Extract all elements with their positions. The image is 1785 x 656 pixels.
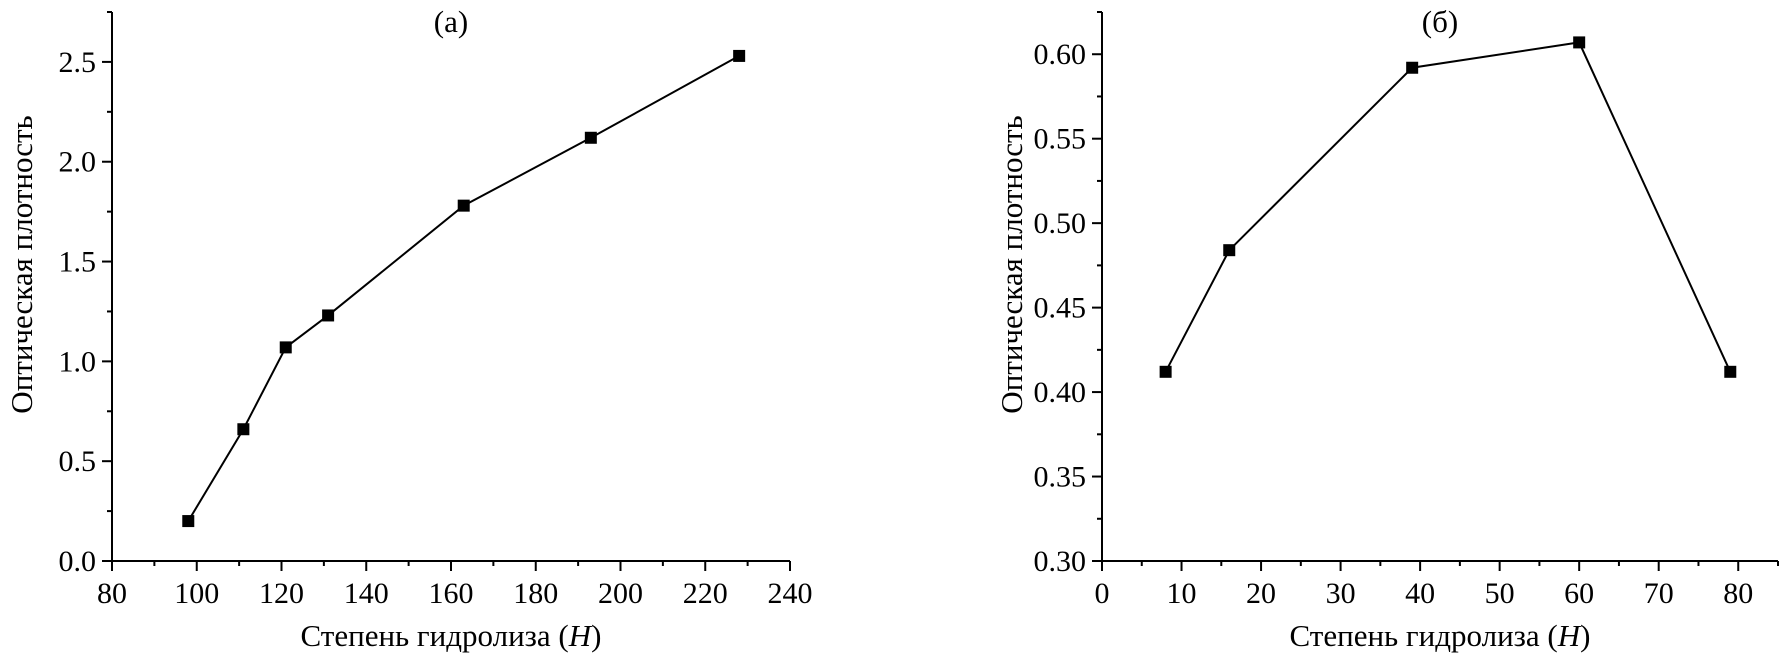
x-tick-label: 10	[1167, 577, 1197, 610]
data-point-marker	[457, 199, 470, 212]
data-point-marker	[584, 131, 597, 144]
y-tick-label: 0.5	[59, 445, 97, 478]
y-tick-label: 0.50	[1034, 207, 1087, 240]
data-point-marker	[1159, 365, 1172, 378]
y-tick-label: 2.0	[59, 146, 97, 179]
chart-panel-b: 0 10 20 30 40 50 60 70 80 0.30 0.35 0.40 0.45 0.50 0.5…	[994, 4, 1779, 653]
x-tick-label: 100	[174, 577, 219, 610]
data-point-marker	[1223, 244, 1236, 257]
x-tick-label: 220	[683, 577, 728, 610]
x-tick-label: 180	[513, 577, 558, 610]
y-tick-label: 0.30	[1034, 545, 1087, 578]
y-tick-label: 0.55	[1034, 123, 1087, 156]
x-tick-label: 120	[259, 577, 304, 610]
y-tick-label: 1.0	[59, 345, 97, 378]
y-tick-label: 0.40	[1034, 376, 1087, 409]
y-tick-label: 2.5	[59, 46, 97, 79]
panel-title: (а)	[434, 4, 468, 39]
y-tick-label: 0.45	[1034, 292, 1087, 325]
x-tick-label: 20	[1246, 577, 1276, 610]
x-tick-label: 80	[1723, 577, 1753, 610]
data-point-marker	[237, 423, 250, 436]
x-tick-label: 80	[97, 577, 127, 610]
data-point-marker	[1406, 61, 1419, 74]
data-point-marker	[279, 341, 292, 354]
x-tick-label: 140	[344, 577, 389, 610]
x-axis-title: Степень гидролиза (H)	[301, 618, 602, 653]
y-tick-label: 0.35	[1034, 461, 1087, 494]
series-line	[187, 55, 740, 522]
y-axis-title: Оптическая плотность	[4, 115, 39, 413]
x-tick-label: 50	[1485, 577, 1515, 610]
y-axis-title: Оптическая плотность	[994, 115, 1029, 413]
series-line	[1164, 41, 1732, 373]
y-tick-label: 0.60	[1034, 38, 1087, 71]
data-point-marker	[1724, 365, 1737, 378]
x-tick-label: 160	[429, 577, 474, 610]
x-tick-label: 30	[1326, 577, 1356, 610]
x-axis-title: Степень гидролиза (H)	[1290, 618, 1591, 653]
y-tick-label: 0.0	[59, 545, 97, 578]
data-point-marker	[1573, 36, 1586, 49]
data-point-marker	[182, 515, 195, 528]
x-tick-label: 70	[1644, 577, 1674, 610]
x-tick-label: 200	[598, 577, 643, 610]
x-tick-label: 0	[1095, 577, 1110, 610]
x-tick-label: 40	[1405, 577, 1435, 610]
x-tick-label: 60	[1564, 577, 1594, 610]
panel-title: (б)	[1422, 4, 1458, 39]
chart-panel-a: 80 100 120 140 160 180 200 220 240 0.0 0.5 1.0 1.5 2.…	[4, 4, 813, 653]
data-point-marker	[322, 309, 335, 322]
data-point-marker	[733, 49, 746, 62]
x-tick-label: 240	[768, 577, 813, 610]
y-tick-label: 1.5	[59, 246, 97, 279]
